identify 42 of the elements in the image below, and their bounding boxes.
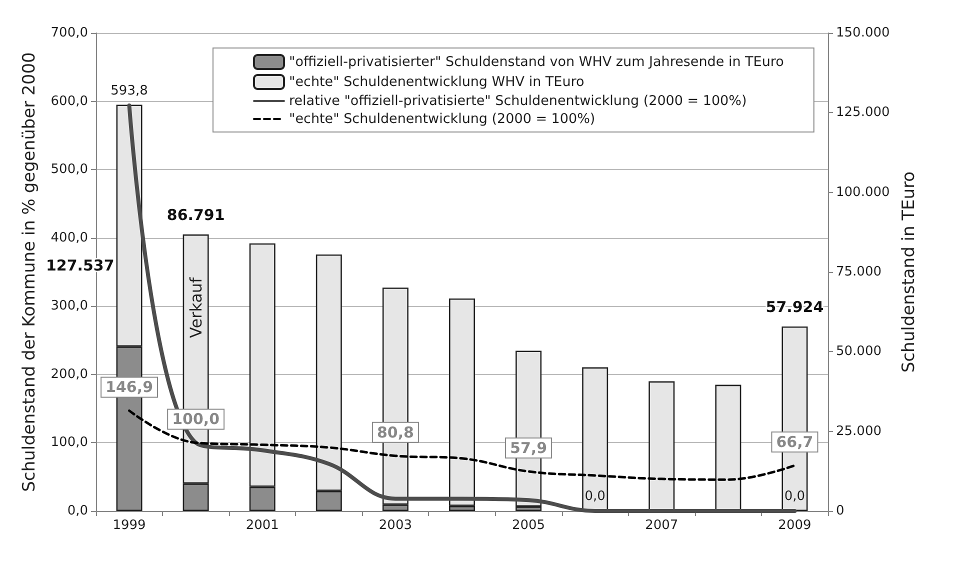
legend-label: relative "offiziell-privatisierte" Schuldenentwicklung (2000 = 100%)	[289, 93, 747, 109]
x-tick-label: 1999	[112, 518, 146, 533]
y-tick-label: 400,0	[50, 230, 88, 246]
y-tick-label: 200,0	[50, 366, 88, 382]
bar	[648, 381, 675, 511]
x-tick-label: 2005	[512, 518, 546, 533]
data-label: 100,0	[172, 410, 220, 428]
legend-label: "echte" Schuldenentwicklung WHV in TEuro	[289, 74, 584, 90]
data-label: 146,9	[106, 378, 153, 396]
y-axis-title: Schuldenstand der Kommune in % gegenüber 2000	[20, 52, 40, 492]
y-tick-label: 600,0	[50, 94, 88, 109]
data-label: 593,8	[110, 84, 148, 99]
y2-tick-label: 75.000	[836, 264, 882, 280]
y2-tick-label: 150.000	[836, 26, 890, 40]
x-tick-label: 2009	[778, 518, 812, 533]
data-label: 57,9	[510, 438, 548, 457]
bar	[582, 367, 608, 511]
total-label: 57.924	[766, 298, 824, 316]
data-label: 80,8	[376, 423, 414, 442]
annotation: Verkauf	[186, 276, 206, 338]
y-tick-label: 0,0	[67, 504, 88, 518]
data-label: 0,0	[784, 489, 806, 504]
total-label: 127.537	[46, 256, 114, 275]
y-tick-label: 500,0	[50, 162, 88, 178]
bar	[715, 384, 742, 511]
y2-tick-label: 100.000	[836, 184, 890, 200]
y-tick-label: 300,0	[50, 298, 88, 314]
total-label: 86.791	[166, 206, 225, 224]
y-tick-label: 100,0	[50, 435, 88, 450]
y2-tick-label: 50.000	[836, 344, 882, 360]
y-tick-label: 700,0	[50, 26, 88, 40]
data-label: 0,0	[584, 489, 606, 504]
y2-tick-label: 25.000	[836, 424, 882, 439]
y2-tick-label: 0	[836, 504, 844, 518]
legend-label: "echte" Schuldenentwicklung (2000 = 100%)	[289, 111, 596, 127]
y2-tick-label: 125.000	[836, 105, 890, 120]
x-tick-label: 2007	[645, 518, 678, 533]
x-tick-label: 2003	[378, 518, 412, 533]
data-label: 66,7	[776, 432, 814, 451]
x-tick-label: 2001	[246, 518, 279, 533]
legend-label: "offiziell-privatisierter" Schuldenstand von WHV zum Jahresende in TEuro	[289, 54, 784, 70]
y2-axis-title: Schuldenstand in TEuro	[899, 171, 920, 373]
